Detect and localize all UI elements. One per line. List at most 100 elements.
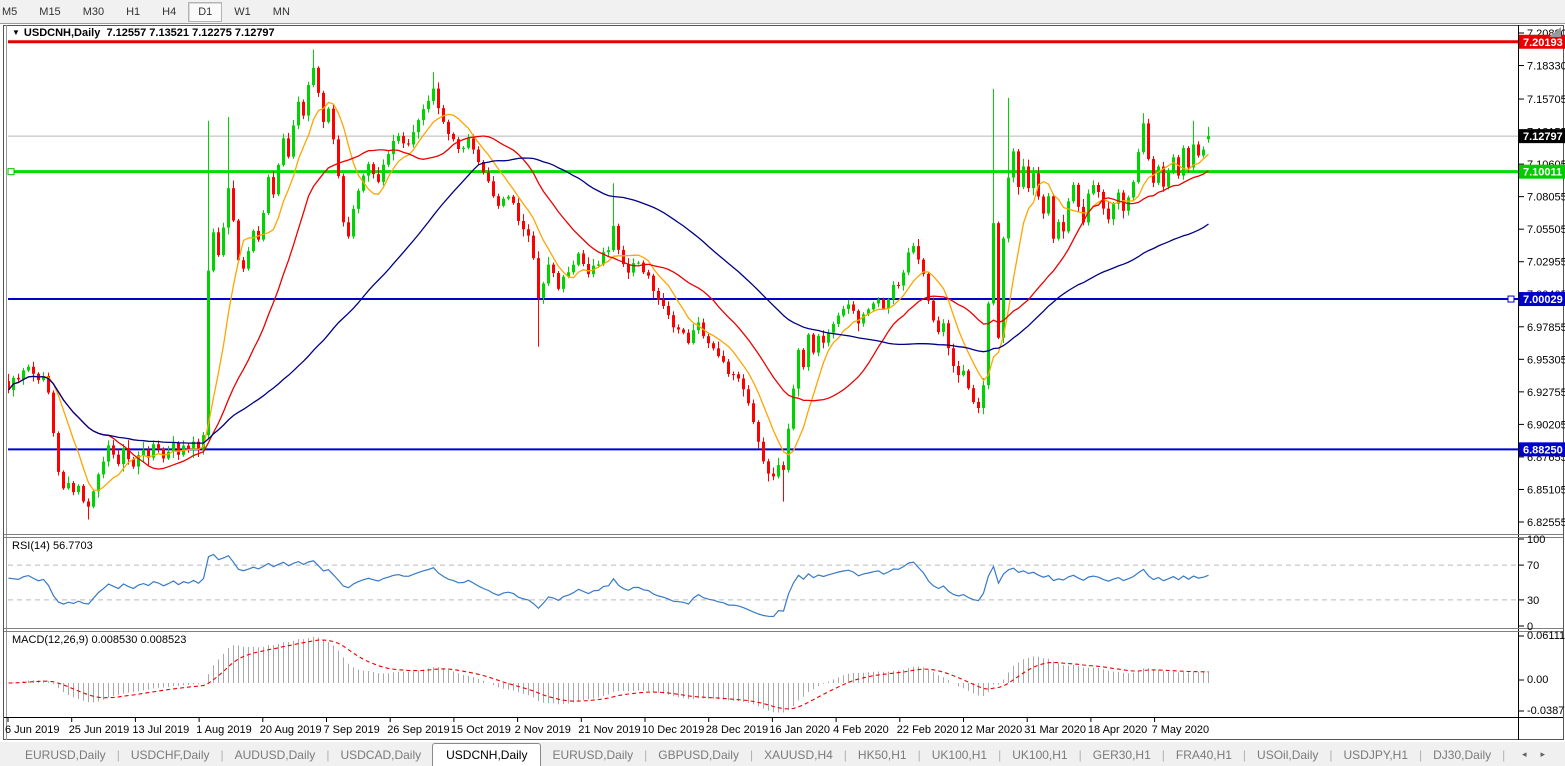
symbol-dropdown-icon[interactable]: ▼ (12, 28, 20, 37)
date-axis-label: 16 Jan 2020 (769, 724, 830, 736)
timeframe-button-d1[interactable]: D1 (188, 1, 223, 22)
price-axis-label: 7.18330 (1527, 61, 1565, 73)
date-axis-label: 7 May 2020 (1152, 724, 1209, 736)
chart-title: ▼ USDCNH,Daily 7.12557 7.13521 7.12275 7.… (12, 27, 275, 39)
tab-scroll-left-icon[interactable]: ◂ (1521, 749, 1541, 759)
chart-tab-usdchf-1[interactable]: USDCHF,Daily (130, 748, 210, 762)
chart-tab-usdcnh-4[interactable]: USDCNH,Daily (432, 743, 542, 766)
price-axis-label: 6.92755 (1527, 387, 1565, 399)
chart-ohlc-values: 7.12557 7.13521 7.12275 7.12797 (106, 27, 275, 39)
date-axis-label: 4 Feb 2020 (833, 724, 889, 736)
tab-separator: | (1502, 748, 1506, 762)
date-axis-label: 2 Nov 2019 (515, 724, 571, 736)
price-tag-7.12797: 7.12797 (1519, 129, 1565, 144)
tab-separator: | (1242, 748, 1247, 762)
timeframe-button-m5[interactable]: M5 (2, 5, 18, 18)
chart-tab-eurusd-5[interactable]: EURUSD,Daily (552, 748, 634, 762)
date-axis-label: 26 Sep 2019 (387, 724, 449, 736)
rsi-value: 56.7703 (52, 540, 93, 552)
price-tag-7.10011: 7.10011 (1519, 164, 1565, 179)
rsi-axis-label: 100 (1527, 534, 1545, 546)
tab-separator: | (1161, 748, 1165, 762)
macd-main-value: 0.008530 (91, 634, 138, 646)
svg-text:7.10011: 7.10011 (1523, 167, 1562, 179)
chart-tab-xauusd-7[interactable]: XAUUSD,H4 (764, 748, 833, 762)
date-axis-label: 10 Dec 2019 (642, 724, 704, 736)
rsi-line (8, 553, 1209, 618)
tab-separator: | (1078, 748, 1082, 762)
macd-axis: 0.061119 0.00 -0.038777 (1519, 630, 1565, 717)
timeframe-button-h1[interactable]: H1 (126, 5, 141, 18)
chart-tab-usoil-13[interactable]: USOil,Daily (1257, 748, 1319, 762)
tab-separator: | (116, 748, 120, 762)
tab-separator: | (644, 748, 648, 762)
chart-tab-uk100-10[interactable]: UK100,H1 (1012, 748, 1068, 762)
chart-shift-marker-icon[interactable] (1549, 27, 1561, 37)
chart-tab-hk50-8[interactable]: HK50,H1 (857, 748, 907, 762)
date-axis-label: 25 Jun 2019 (69, 724, 130, 736)
macd-axis-label: -0.038777 (1527, 705, 1565, 717)
timeframe-button-h4[interactable]: H4 (162, 5, 177, 18)
svg-text:7.00029: 7.00029 (1523, 294, 1563, 306)
chart-tab-ger30-11[interactable]: GER30,H1 (1092, 748, 1151, 762)
chart-tab-bar: EURUSD,Daily | USDCHF,Daily | AUDUSD,Daily | U… (0, 741, 1565, 766)
price-axis-label: 7.02955 (1527, 257, 1565, 269)
chart-tab-eurusd-0[interactable]: EURUSD,Daily (25, 748, 106, 762)
rsi-name: RSI(14) (12, 540, 50, 552)
timeframe-toolbar: M5 M15 M30 H1 H4 D1 W1 MN (0, 0, 1565, 24)
svg-text:7.20193: 7.20193 (1523, 37, 1563, 49)
chart-tab-dj30-15[interactable]: DJ30,Daily (1433, 748, 1492, 762)
macd-name: MACD(12,26,9) (12, 634, 89, 646)
level-line-handle[interactable] (1507, 295, 1515, 303)
macd-histogram (13, 636, 1209, 713)
date-axis-label: 6 Jun 2019 (5, 724, 59, 736)
chart-tab-usdjpy-14[interactable]: USDJPY,H1 (1343, 748, 1408, 762)
price-axis-label: 7.08055 (1527, 192, 1565, 204)
macd-signal-value: 0.008523 (140, 634, 187, 646)
tab-separator: | (998, 748, 1002, 762)
date-axis-label: 22 Feb 2020 (897, 724, 959, 736)
date-axis-label: 1 Aug 2019 (196, 724, 252, 736)
level-line-handle[interactable] (7, 168, 15, 176)
timeframe-button-w1[interactable]: W1 (234, 5, 251, 18)
moving-average-lines (8, 101, 1209, 492)
price-axis-label: 6.90205 (1527, 419, 1565, 431)
svg-text:6.88250: 6.88250 (1523, 444, 1563, 456)
date-axis-label: 20 Aug 2019 (260, 724, 322, 736)
date-axis-label: 7 Sep 2019 (324, 724, 380, 736)
tab-separator: | (749, 748, 754, 762)
chart-tab-audusd-2[interactable]: AUDUSD,Daily (234, 748, 316, 762)
date-axis-label: 12 Mar 2020 (961, 724, 1023, 736)
date-axis-label: 13 Jul 2019 (132, 724, 189, 736)
price-tag-7.00029: 7.00029 (1519, 292, 1565, 307)
price-axis-label: 6.85105 (1527, 484, 1565, 496)
rsi-axis: 100 70 30 0 (1519, 534, 1545, 633)
timeframe-button-m30[interactable]: M30 (82, 5, 105, 18)
rsi-indicator-label: RSI(14) 56.7703 (12, 540, 93, 552)
date-axis-label: 21 Nov 2019 (578, 724, 640, 736)
tab-separator: | (1329, 748, 1333, 762)
tab-separator: | (220, 748, 224, 762)
rsi-axis-label: 70 (1527, 560, 1539, 572)
price-axis-label: 6.97855 (1527, 322, 1565, 334)
tab-separator: | (843, 748, 847, 762)
chart-tab-gbpusd-6[interactable]: GBPUSD,Daily (658, 748, 739, 762)
date-axis-label: 28 Dec 2019 (706, 724, 768, 736)
chart-tab-uk100-9[interactable]: UK100,H1 (931, 748, 988, 762)
macd-axis-label: 0.061119 (1527, 630, 1565, 642)
chart-tab-fra40-12[interactable]: FRA40,H1 (1175, 748, 1232, 762)
macd-axis-label: 0.00 (1527, 674, 1548, 686)
tab-scroll-right-icon[interactable]: ▸ (1540, 749, 1559, 759)
chart-tab-usdcad-3[interactable]: USDCAD,Daily (340, 748, 422, 762)
price-tag-6.88250: 6.88250 (1519, 442, 1565, 457)
rsi-axis-label: 0 (1527, 621, 1533, 633)
date-axis-label: 31 Mar 2020 (1024, 724, 1086, 736)
rsi-axis-label: 30 (1527, 595, 1539, 607)
date-axis-label: 18 Apr 2020 (1088, 724, 1147, 736)
tab-separator: | (1419, 748, 1423, 762)
timeframe-button-mn[interactable]: MN (272, 5, 290, 18)
timeframe-button-m15[interactable]: M15 (39, 5, 61, 18)
svg-text:7.12797: 7.12797 (1523, 131, 1563, 143)
